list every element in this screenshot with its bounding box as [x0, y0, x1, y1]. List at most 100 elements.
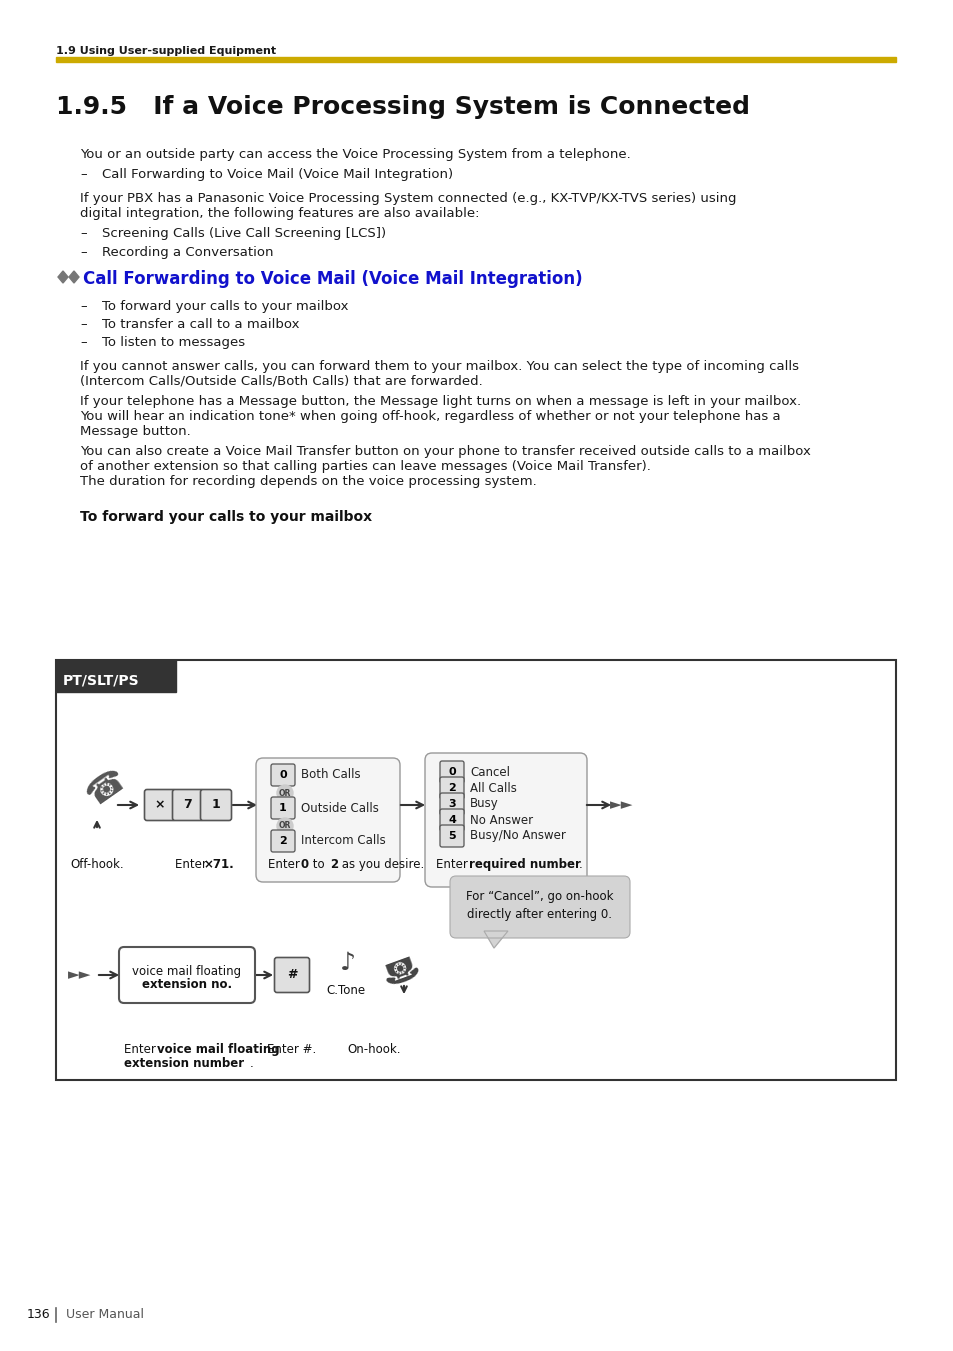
Text: User Manual: User Manual: [66, 1309, 144, 1321]
FancyBboxPatch shape: [439, 777, 463, 798]
Text: Enter: Enter: [436, 858, 471, 871]
Text: Cancel: Cancel: [470, 766, 510, 778]
Bar: [56, 661, 175, 692]
Text: ×: ×: [154, 798, 165, 812]
Text: ♪: ♪: [339, 951, 355, 975]
Text: If your telephone has a Message button, the Message light turns on when a messag: If your telephone has a Message button, …: [80, 394, 801, 408]
Circle shape: [276, 817, 293, 834]
Text: 2: 2: [448, 784, 456, 793]
Text: ►►: ►►: [610, 797, 633, 812]
Polygon shape: [58, 272, 68, 282]
FancyBboxPatch shape: [255, 758, 399, 882]
Text: as you desire.: as you desire.: [337, 858, 424, 871]
Text: to: to: [309, 858, 328, 871]
Text: Call Forwarding to Voice Mail (Voice Mail Integration): Call Forwarding to Voice Mail (Voice Mai…: [83, 270, 582, 288]
Text: ☎: ☎: [80, 762, 132, 812]
Text: To transfer a call to a mailbox: To transfer a call to a mailbox: [102, 317, 299, 331]
Text: 136: 136: [27, 1309, 50, 1321]
Text: ×71.: ×71.: [204, 858, 234, 871]
FancyBboxPatch shape: [271, 797, 294, 819]
FancyBboxPatch shape: [200, 789, 232, 820]
Text: voice mail floating: voice mail floating: [157, 1043, 279, 1056]
Text: Busy: Busy: [470, 797, 498, 811]
Text: 0: 0: [279, 770, 287, 780]
Text: Enter: Enter: [124, 1043, 159, 1056]
Text: #: #: [287, 969, 297, 981]
Text: 1: 1: [212, 798, 220, 812]
FancyBboxPatch shape: [144, 789, 175, 820]
Text: of another extension so that calling parties can leave messages (Voice Mail Tran: of another extension so that calling par…: [80, 459, 650, 473]
Text: The duration for recording depends on the voice processing system.: The duration for recording depends on th…: [80, 476, 537, 488]
Text: All Calls: All Calls: [470, 781, 517, 794]
Text: Call Forwarding to Voice Mail (Voice Mail Integration): Call Forwarding to Voice Mail (Voice Mai…: [102, 168, 453, 181]
Text: –: –: [80, 317, 87, 331]
FancyBboxPatch shape: [119, 947, 254, 1002]
FancyBboxPatch shape: [172, 789, 203, 820]
Text: voice mail floating: voice mail floating: [132, 965, 241, 978]
FancyBboxPatch shape: [271, 830, 294, 852]
Text: Enter: Enter: [268, 858, 303, 871]
Polygon shape: [483, 931, 507, 948]
Text: Busy/No Answer: Busy/No Answer: [470, 830, 565, 843]
Text: 5: 5: [448, 831, 456, 842]
Text: 1: 1: [279, 802, 287, 813]
Text: If you cannot answer calls, you can forward them to your mailbox. You can select: If you cannot answer calls, you can forw…: [80, 359, 799, 373]
Text: 2: 2: [330, 858, 337, 871]
FancyBboxPatch shape: [450, 875, 629, 938]
Text: Enter #.: Enter #.: [267, 1043, 316, 1056]
Text: Enter: Enter: [174, 858, 211, 871]
FancyBboxPatch shape: [439, 809, 463, 831]
Text: –: –: [80, 336, 87, 349]
Text: .: .: [578, 858, 582, 871]
Text: .: .: [250, 1056, 253, 1070]
Text: You can also create a Voice Mail Transfer button on your phone to transfer recei: You can also create a Voice Mail Transfe…: [80, 444, 810, 458]
Text: Off-hook.: Off-hook.: [71, 858, 124, 871]
Circle shape: [276, 785, 293, 801]
FancyBboxPatch shape: [274, 958, 309, 993]
Text: For “Cancel”, go on-hook
directly after entering 0.: For “Cancel”, go on-hook directly after …: [466, 890, 613, 921]
Text: 7: 7: [183, 798, 193, 812]
Text: 0: 0: [301, 858, 309, 871]
Text: 0: 0: [448, 767, 456, 777]
Text: extension no.: extension no.: [142, 978, 232, 992]
Text: ►►: ►►: [69, 967, 91, 982]
FancyBboxPatch shape: [271, 765, 294, 786]
Text: –: –: [80, 300, 87, 313]
Text: Message button.: Message button.: [80, 426, 191, 438]
Text: extension number: extension number: [124, 1056, 244, 1070]
Text: –: –: [80, 246, 87, 259]
Polygon shape: [69, 272, 79, 282]
Text: If your PBX has a Panasonic Voice Processing System connected (e.g., KX-TVP/KX-T: If your PBX has a Panasonic Voice Proces…: [80, 192, 736, 205]
Text: Recording a Conversation: Recording a Conversation: [102, 246, 274, 259]
Text: On-hook.: On-hook.: [347, 1043, 400, 1056]
FancyBboxPatch shape: [439, 793, 463, 815]
Text: Intercom Calls: Intercom Calls: [301, 835, 385, 847]
Text: –: –: [80, 227, 87, 240]
Text: 4: 4: [448, 815, 456, 825]
Text: PT/SLT/PS: PT/SLT/PS: [63, 673, 139, 688]
Text: To forward your calls to your mailbox: To forward your calls to your mailbox: [102, 300, 348, 313]
Text: Screening Calls (Live Call Screening [LCS]): Screening Calls (Live Call Screening [LC…: [102, 227, 386, 240]
Text: OR: OR: [278, 821, 291, 831]
Text: –: –: [80, 168, 87, 181]
Text: Outside Calls: Outside Calls: [301, 801, 378, 815]
Bar: [56, 57, 895, 62]
Text: To forward your calls to your mailbox: To forward your calls to your mailbox: [80, 509, 372, 524]
FancyBboxPatch shape: [424, 753, 586, 888]
Text: ☎: ☎: [373, 947, 418, 988]
Text: C.Tone: C.Tone: [326, 985, 365, 997]
Text: You will hear an indication tone* when going off-hook, regardless of whether or : You will hear an indication tone* when g…: [80, 409, 780, 423]
Text: OR: OR: [278, 789, 291, 797]
Text: 1.9.5   If a Voice Processing System is Connected: 1.9.5 If a Voice Processing System is Co…: [56, 95, 749, 119]
Text: (Intercom Calls/Outside Calls/Both Calls) that are forwarded.: (Intercom Calls/Outside Calls/Both Calls…: [80, 376, 482, 388]
Bar: [56, 661, 895, 1079]
Text: 3: 3: [448, 798, 456, 809]
Text: 2: 2: [279, 836, 287, 846]
FancyBboxPatch shape: [439, 825, 463, 847]
Text: You or an outside party can access the Voice Processing System from a telephone.: You or an outside party can access the V…: [80, 149, 630, 161]
Text: Both Calls: Both Calls: [301, 769, 360, 781]
Text: To listen to messages: To listen to messages: [102, 336, 245, 349]
Text: required number: required number: [469, 858, 580, 871]
Text: 1.9 Using User-supplied Equipment: 1.9 Using User-supplied Equipment: [56, 46, 275, 55]
Text: No Answer: No Answer: [470, 813, 533, 827]
